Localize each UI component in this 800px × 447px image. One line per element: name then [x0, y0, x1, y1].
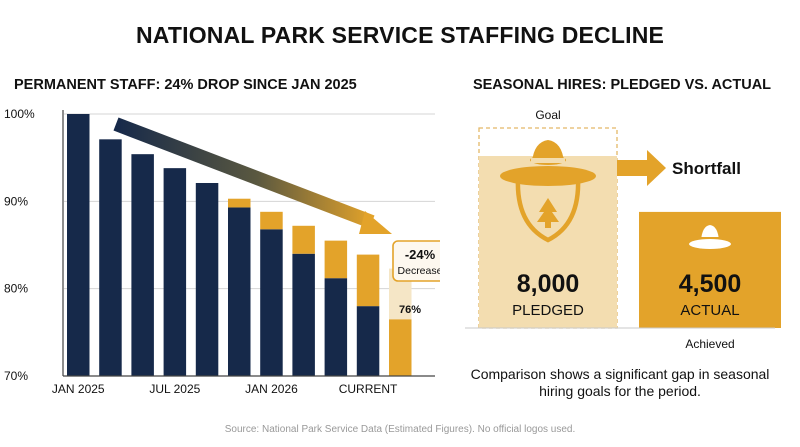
seasonal-caption: Comparison shows a significant gap in se… — [470, 366, 770, 399]
staff-bar-segment — [228, 198, 251, 208]
x-tick-label: CURRENT — [339, 382, 398, 396]
goal-label: Goal — [535, 108, 560, 122]
staff-bar — [228, 207, 251, 376]
ranger-hat-icon — [689, 225, 731, 249]
y-tick-label: 100% — [4, 107, 35, 121]
staff-bar — [324, 278, 348, 376]
staff-bar-segment — [356, 254, 380, 307]
staff-bar — [99, 139, 122, 376]
decrease-callout: -24% Decrease — [392, 240, 440, 282]
decrease-callout-label: Decrease — [398, 265, 440, 277]
staff-bar — [260, 229, 283, 376]
y-tick-label: 90% — [4, 194, 28, 208]
y-tick-label: 80% — [4, 282, 28, 296]
staff-bar-segment — [292, 225, 315, 254]
source-note: Source: National Park Service Data (Esti… — [224, 424, 576, 435]
x-tick-label: JAN 2025 — [52, 382, 105, 396]
final-value-label: 76% — [399, 304, 421, 316]
staff-bar-segment — [324, 240, 348, 279]
staff-bar — [292, 253, 315, 376]
shortfall-arrow — [617, 150, 666, 186]
achieved-label: Achieved — [685, 337, 734, 351]
pledged-value: 8,000 — [517, 270, 580, 298]
y-tick-label: 70% — [4, 369, 28, 383]
staff-bar-chart: 100% 90% 80% 70% JAN 2025 JUL 2025 JAN 2026 CUR… — [4, 107, 440, 396]
staff-bar-segment — [260, 211, 283, 230]
seasonal-hires-chart: Goal Shortfall 8,000 PLEDGED 4,500 ACTUA… — [465, 108, 781, 351]
decrease-callout-value: -24% — [405, 247, 436, 262]
staff-bar — [195, 182, 219, 376]
seasonal-chart-title: SEASONAL HIRES: PLEDGED VS. ACTUAL — [472, 77, 772, 93]
page-title: NATIONAL PARK SERVICE STAFFING DECLINE — [135, 22, 665, 48]
actual-value: 4,500 — [679, 270, 742, 298]
staff-bar — [67, 114, 90, 376]
staff-bar — [356, 306, 380, 376]
pledged-label: PLEDGED — [512, 302, 584, 319]
actual-label: ACTUAL — [680, 302, 739, 319]
trend-arrow-line — [113, 117, 375, 229]
current-staff-bar — [389, 319, 412, 376]
trend-arrow-head — [359, 211, 392, 234]
staff-bar — [163, 168, 187, 376]
shortfall-label: Shortfall — [672, 159, 741, 178]
staff-chart-title: PERMANENT STAFF: 24% DROP SINCE JAN 2025 — [14, 77, 357, 93]
x-tick-label: JUL 2025 — [149, 382, 200, 396]
staff-bar — [131, 154, 154, 376]
x-tick-label: JAN 2026 — [245, 382, 298, 396]
ranger-hat-tree-icon — [500, 140, 596, 243]
